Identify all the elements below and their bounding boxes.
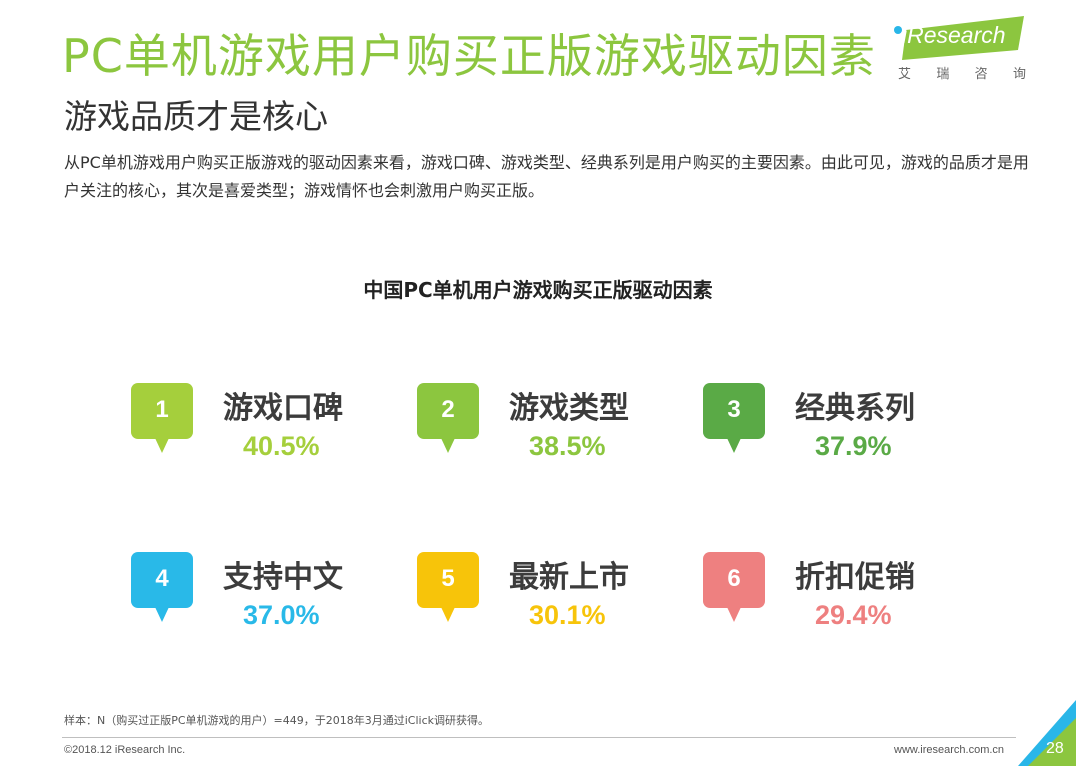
logo-sub-char: 艾 [898, 67, 912, 82]
factor-label: 最新上市 [509, 560, 629, 595]
driver-factor-item: 5 最新上市 30.1% [417, 552, 677, 642]
website-link: www.iresearch.com.cn [894, 744, 1005, 756]
corner-decoration [1018, 700, 1076, 766]
driver-factor-item: 4 支持中文 37.0% [131, 552, 391, 642]
factor-value: 37.0% [243, 600, 320, 630]
factor-label: 游戏口碑 [223, 391, 343, 426]
rank-number: 2 [441, 396, 455, 423]
page-number: 28 [1046, 740, 1064, 757]
rank-number: 4 [155, 565, 169, 592]
iresearch-logo: iResearch 艾 瑞 咨 询 [894, 16, 1028, 82]
factor-label: 游戏类型 [509, 391, 629, 426]
rank-number: 6 [727, 565, 741, 592]
page-title: PC单机游戏用户购买正版游戏驱动因素 [62, 29, 876, 83]
logo-sub-char: 询 [1012, 67, 1026, 82]
rank-badge: 4 [131, 552, 193, 624]
factor-value: 30.1% [529, 600, 606, 630]
rank-badge-shape [703, 552, 765, 622]
rank-badge: 1 [131, 383, 193, 455]
rank-badge-shape [131, 552, 193, 622]
rank-number: 5 [441, 565, 455, 592]
driver-factor-item: 6 折扣促销 29.4% [703, 552, 963, 642]
sample-note: 样本：N（购买过正版PC单机游戏的用户）=449，于2018年3月通过iClic… [64, 714, 490, 727]
rank-badge: 6 [703, 552, 765, 624]
rank-badge-shape [417, 383, 479, 453]
page-subtitle: 游戏品质才是核心 [64, 97, 328, 136]
factor-value: 29.4% [815, 600, 892, 630]
page-description: 从PC单机游戏用户购买正版游戏的驱动因素来看，游戏口碑、游戏类型、经典系列是用户… [64, 153, 1029, 200]
rank-badge-shape [131, 383, 193, 453]
rank-badge: 2 [417, 383, 479, 455]
rank-number: 3 [727, 396, 741, 423]
factor-value: 40.5% [243, 431, 320, 461]
chart-title: 中国PC单机用户游戏购买正版驱动因素 [363, 278, 713, 302]
rank-badge-shape [703, 383, 765, 453]
factor-label: 经典系列 [795, 391, 915, 426]
factor-value: 37.9% [815, 431, 892, 461]
driver-factor-item: 3 经典系列 37.9% [703, 383, 963, 473]
factor-label: 折扣促销 [795, 560, 915, 595]
logo-text: iResearch [902, 22, 1006, 48]
rank-number: 1 [155, 396, 169, 423]
rank-badge: 3 [703, 383, 765, 455]
logo-subtitle: 艾 瑞 咨 询 [898, 63, 1026, 82]
driver-factor-item: 2 游戏类型 38.5% [417, 383, 677, 473]
logo-sub-char: 瑞 [936, 67, 950, 82]
rank-badge-shape [417, 552, 479, 622]
logo-sub-char: 咨 [974, 67, 988, 82]
logo-dot-icon [894, 26, 902, 34]
driver-factor-item: 1 游戏口碑 40.5% [131, 383, 391, 473]
footer-divider [62, 737, 1016, 738]
logo-banner-shape [902, 16, 1024, 60]
factor-value: 38.5% [529, 431, 606, 461]
copyright-text: ©2018.12 iResearch Inc. [64, 744, 186, 756]
factor-label: 支持中文 [223, 560, 343, 595]
rank-badge: 5 [417, 552, 479, 624]
